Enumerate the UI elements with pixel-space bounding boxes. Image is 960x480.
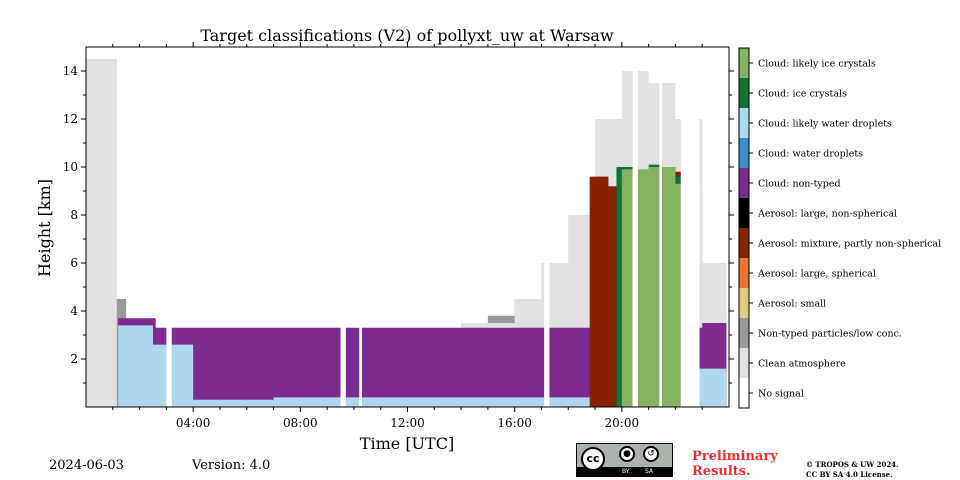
x-tick-label: 16:00 [497,416,532,430]
preliminary-notice: Preliminary Results. [692,449,778,479]
classification-regions [86,47,727,407]
x-tick-label: 20:00 [605,416,640,430]
colorbar-swatch-cloud-non-typed [739,168,749,198]
x-axis-label: Time [UTC] [360,434,454,453]
y-tick-label: 4 [70,304,78,318]
plot-area [85,46,730,408]
region-no-signal [632,47,638,407]
y-axis-label: Height [km] [35,179,54,277]
copyright-line-2: CC BY SA 4.0 License. [806,470,893,479]
region-no-signal [659,47,663,407]
colorbar-label: Clean atmosphere [758,359,846,370]
copyright-line-1: © TROPOS & UW 2024. [806,460,899,469]
region-no-signal [166,47,172,407]
y-tick-label: 6 [70,256,78,270]
colorbar-swatch-cloud-water-droplets [739,138,749,168]
x-tick-label: 08:00 [283,416,318,430]
y-axis: 2 4 6 8 10 12 14 [63,64,734,384]
cc-icon: cc [581,447,605,471]
colorbar-swatch-aerosol-mixture-partly-non-spherical [739,228,749,258]
colorbar-label: Cloud: likely water droplets [758,119,892,130]
colorbar-swatch-cloud-ice-crystals [739,78,749,108]
colorbar-swatch-no-signal [739,378,749,408]
colorbar-swatch-aerosol-small [739,288,749,318]
colorbar-swatch-aerosol-large-spherical [739,258,749,288]
share-alike-icon: ↺ [643,446,659,462]
region-no-signal [359,47,362,407]
copyright-notice: © TROPOS & UW 2024. CC BY SA 4.0 License… [806,460,899,480]
y-tick-label: 10 [63,160,78,174]
badge-strip [577,467,672,476]
colorbar-label: Cloud: non-typed [758,179,841,190]
x-axis: 04:00 08:00 12:00 16:00 20:00 [112,42,703,430]
chart-title: Target classifications (V2) of pollyxt_u… [200,26,614,45]
colorbar-label: Cloud: ice crystals [758,89,847,100]
colorbar-swatch-cloud-likely-water-droplets [739,108,749,138]
date-label: 2024-06-03 [49,458,124,473]
person-icon: ● [619,446,635,462]
colorbar-frame [738,47,750,409]
colorbar-label: Non-typed particles/low conc. [758,329,902,340]
version-label: Version: 4.0 [192,458,271,473]
cc-license-badge: cc ● ↺ BY SA [576,443,673,477]
colorbar-swatch-aerosol-large-non-spherical [739,198,749,228]
colorbar-label: Aerosol: large, spherical [757,269,876,280]
colorbar-label: Cloud: water droplets [758,149,863,160]
badge-by-label: BY [622,468,630,475]
colorbar-swatch-cloud-likely-ice-crystals [739,48,749,78]
colorbar-swatch-clean-atmosphere [739,348,749,378]
preliminary-line-1: Preliminary [692,449,778,464]
region-cloud-likely-ice-crystals [621,167,689,407]
region-cloud-non-typed [118,318,727,407]
y-tick-label: 14 [63,64,79,78]
x-tick-label: 04:00 [176,416,211,430]
y-tick-label: 2 [70,352,78,366]
region-no-signal [340,47,346,407]
region-clean-atmosphere [86,59,727,407]
colorbar-label: Cloud: likely ice crystals [758,59,876,70]
colorbar-swatch-non-typed-particles-low-conc [739,318,749,348]
colorbar-label: Aerosol: small [757,299,826,310]
colorbar-label: Aerosol: large, non-spherical [757,209,897,220]
y-tick-label: 12 [63,112,78,126]
x-tick-label: 12:00 [390,416,425,430]
region-no-signal [680,47,700,407]
class-colorbar: No signal Clean atmosphere Non-typed parti… [738,47,941,409]
colorbar-label: Aerosol: mixture, partly non-spherical [757,239,941,250]
badge-sa-label: SA [645,468,654,475]
y-tick-label: 8 [70,208,78,222]
region-no-signal [544,47,550,407]
preliminary-line-2: Results. [692,464,751,479]
colorbar-label: No signal [758,389,804,400]
